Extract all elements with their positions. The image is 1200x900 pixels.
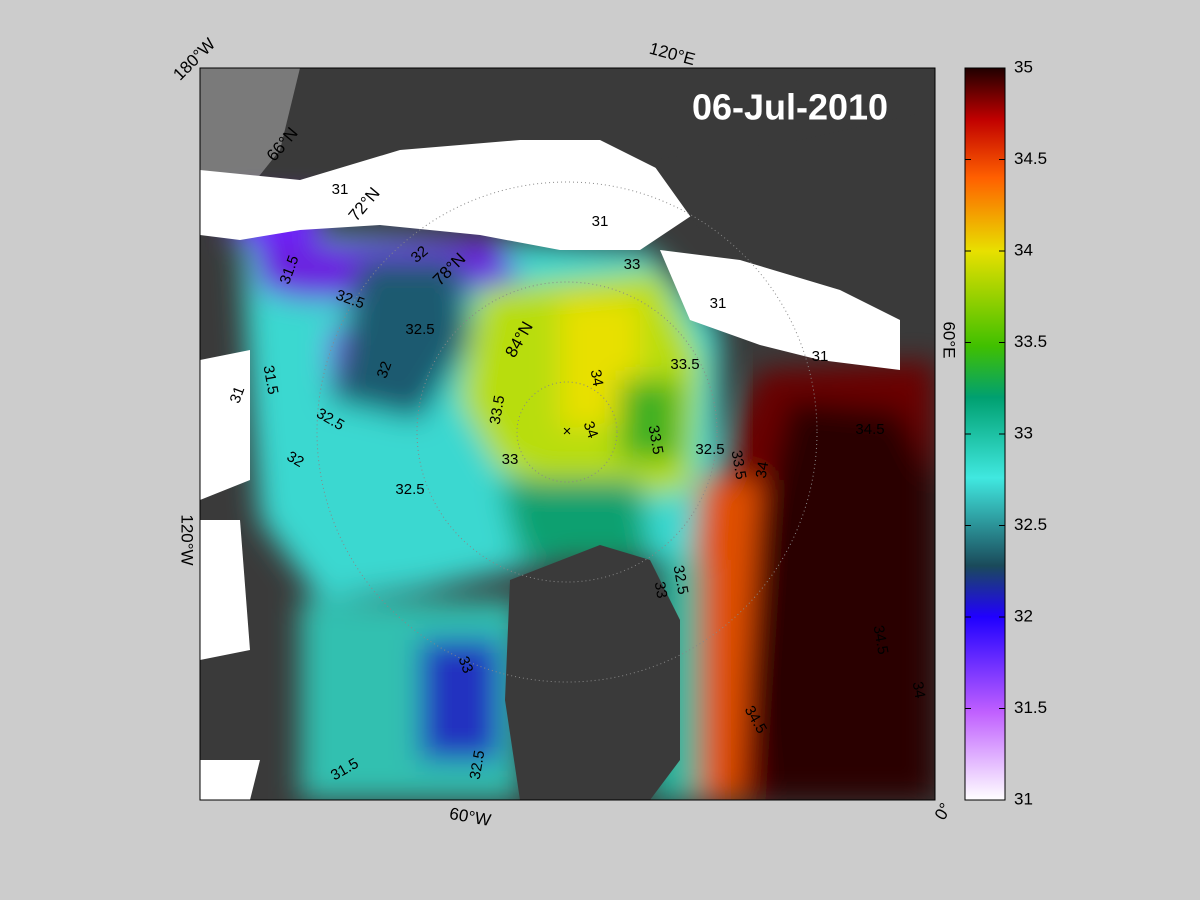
map-frame	[199, 67, 936, 801]
greenland	[505, 545, 680, 800]
colorbar-tick-label: 35	[1014, 57, 1033, 76]
colorbar-tick-label: 33.5	[1014, 332, 1047, 351]
salinity-field	[230, 200, 935, 800]
colorbar-tick-label: 32	[1014, 606, 1033, 625]
contour-label: 34	[580, 419, 602, 440]
colorbar-tick-label: 33	[1014, 423, 1033, 442]
contour-label: 31	[710, 295, 727, 312]
contour-label: 33	[651, 580, 671, 599]
contour-label: 31	[227, 384, 249, 405]
sea-ice	[200, 760, 260, 800]
colorbar	[964, 67, 1006, 801]
contour-label: 32.5	[405, 321, 434, 338]
contour-label: 34.5	[855, 421, 884, 438]
contour-label: 32	[374, 359, 396, 380]
contour-label: 34.5	[870, 624, 892, 656]
contour-label: 33	[624, 256, 641, 273]
contour-label: 32	[284, 448, 307, 471]
contour-label: 32.5	[695, 441, 724, 458]
longitude-label: 0°	[931, 800, 956, 824]
pole-marker: ×	[563, 423, 572, 440]
contour-label: 31	[332, 181, 349, 198]
contour-label: 32.5	[395, 481, 424, 498]
contour-label: 33.5	[487, 394, 509, 426]
latitude-circle	[416, 281, 718, 583]
contour-label: 31	[592, 213, 609, 230]
contour-label: 34	[909, 680, 929, 699]
colorbar-tick-label: 31	[1014, 789, 1033, 808]
contour-label: 34	[587, 368, 607, 387]
longitude-label: 120°E	[647, 39, 697, 69]
map: ×	[200, 68, 935, 800]
contour-label: 33.5	[728, 449, 750, 481]
colorbar-tick-label: 32.5	[1014, 515, 1047, 534]
contour-label: 32.5	[467, 749, 489, 781]
longitude-label: 60°E	[940, 321, 959, 358]
contour-label: 33.5	[645, 424, 667, 456]
colorbar-tick-label: 34	[1014, 240, 1033, 259]
land	[650, 110, 935, 270]
contour-label: 31	[812, 348, 829, 365]
colorbar-tick-label: 31.5	[1014, 698, 1047, 717]
sea-ice	[200, 520, 250, 660]
longitude-label: 120°W	[178, 514, 197, 565]
date-title: 06-Jul-2010	[692, 87, 888, 128]
contour-label: 33	[455, 654, 477, 675]
latitude-circle	[316, 181, 818, 683]
sea-ice	[200, 350, 250, 500]
contour-label: 33	[502, 451, 519, 468]
contour-label: 32.5	[670, 564, 692, 596]
contour-label: 31.5	[260, 364, 282, 396]
sea-ice	[660, 250, 900, 370]
sea-ice	[200, 140, 700, 250]
colorbar-tick-label: 34.5	[1014, 149, 1047, 168]
longitude-label: 60°W	[448, 804, 492, 830]
latitude-circle	[516, 381, 618, 483]
contour-label: 34	[753, 460, 773, 479]
contour-label: 33.5	[670, 356, 699, 373]
